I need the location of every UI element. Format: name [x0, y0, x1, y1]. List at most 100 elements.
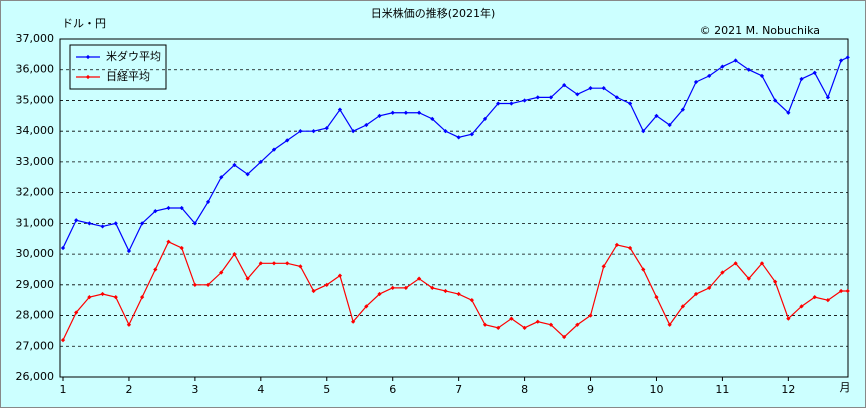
x-tick-label: 4	[257, 383, 264, 396]
x-tick-label: 3	[191, 383, 198, 396]
data-point	[812, 294, 817, 300]
data-point	[456, 135, 461, 140]
data-point	[351, 129, 356, 134]
data-point	[140, 221, 145, 226]
data-point	[773, 279, 778, 284]
legend	[69, 44, 167, 90]
y-tick-label: 29,000	[16, 278, 55, 291]
data-point	[192, 221, 198, 226]
data-point	[759, 261, 765, 266]
data-point	[522, 325, 527, 330]
data-point	[707, 285, 712, 291]
data-point	[825, 298, 831, 303]
data-point	[364, 304, 369, 309]
data-point	[667, 322, 672, 327]
data-point	[799, 304, 804, 309]
data-point	[601, 264, 606, 269]
plot-area	[59, 38, 849, 378]
y-tick-label: 26,000	[16, 370, 55, 383]
y-tick-label: 34,000	[16, 124, 55, 137]
data-point	[113, 221, 118, 226]
data-point	[430, 285, 435, 291]
data-point	[153, 267, 158, 272]
x-tick-label: 11	[715, 383, 729, 396]
y-tick-label: 33,000	[16, 155, 55, 168]
data-point	[469, 132, 474, 137]
legend-label: 日経平均	[106, 70, 150, 83]
data-point	[627, 245, 633, 251]
data-point	[377, 291, 382, 297]
data-point	[100, 224, 105, 229]
chart-title: 日米株価の推移(2021年)	[371, 6, 496, 20]
data-point	[786, 316, 791, 321]
x-tick-label: 9	[587, 383, 594, 396]
data-point	[232, 251, 237, 257]
y-tick-label: 31,000	[16, 216, 55, 229]
data-point	[126, 248, 132, 254]
data-point	[166, 205, 171, 211]
data-point	[271, 147, 277, 152]
data-point	[324, 282, 329, 287]
data-point	[153, 208, 158, 214]
x-tick-label: 7	[455, 383, 462, 396]
data-point	[403, 285, 409, 291]
data-point	[575, 322, 580, 327]
data-point	[219, 270, 224, 275]
data-point	[641, 267, 646, 272]
data-point	[311, 129, 316, 134]
data-point	[416, 276, 422, 281]
data-point	[443, 129, 448, 134]
y-tick-label: 37,000	[16, 32, 55, 45]
data-point	[351, 319, 356, 324]
data-point	[746, 276, 751, 281]
x-axis-label: 月	[840, 381, 851, 394]
data-point	[179, 245, 184, 251]
data-point	[838, 288, 844, 294]
y-tick-label: 32,000	[16, 186, 55, 199]
data-point	[456, 291, 461, 297]
data-point	[271, 261, 277, 266]
x-tick-label: 8	[521, 383, 528, 396]
data-point	[87, 221, 92, 226]
x-tick-label: 1	[60, 383, 67, 396]
x-tick-label: 12	[781, 383, 795, 396]
x-tick-label: 5	[323, 383, 330, 396]
data-point	[693, 291, 699, 297]
data-point	[179, 205, 184, 211]
data-point	[311, 288, 316, 294]
data-point	[845, 288, 850, 294]
data-point	[548, 322, 554, 327]
legend-marker	[85, 74, 91, 80]
data-point	[60, 245, 66, 251]
data-point	[166, 239, 171, 244]
data-point	[285, 138, 290, 143]
data-point	[390, 285, 395, 291]
data-point	[469, 298, 474, 303]
data-point	[258, 261, 263, 266]
data-point	[641, 129, 646, 134]
data-point	[285, 261, 290, 266]
data-point	[140, 294, 145, 300]
x-tick-label: 2	[125, 383, 132, 396]
y-axis-label: ドル・円	[62, 17, 106, 30]
y-tick-label: 27,000	[16, 339, 55, 352]
data-point	[614, 242, 620, 247]
data-point	[654, 294, 659, 300]
annotation: © 2021 M. Nobuchika	[700, 24, 820, 37]
data-point	[245, 276, 250, 281]
data-point	[720, 270, 725, 275]
data-point	[219, 175, 224, 180]
data-point	[245, 172, 250, 177]
data-point	[205, 282, 211, 287]
data-point	[588, 313, 593, 318]
y-tick-label: 35,000	[16, 93, 55, 106]
y-tick-label: 28,000	[16, 309, 55, 322]
data-point	[74, 218, 79, 223]
y-tick-label: 30,000	[16, 247, 55, 260]
data-point	[496, 325, 501, 330]
data-point	[482, 322, 488, 327]
y-tick-label: 36,000	[16, 63, 55, 76]
x-tick-label: 6	[389, 383, 396, 396]
data-point	[205, 199, 211, 204]
